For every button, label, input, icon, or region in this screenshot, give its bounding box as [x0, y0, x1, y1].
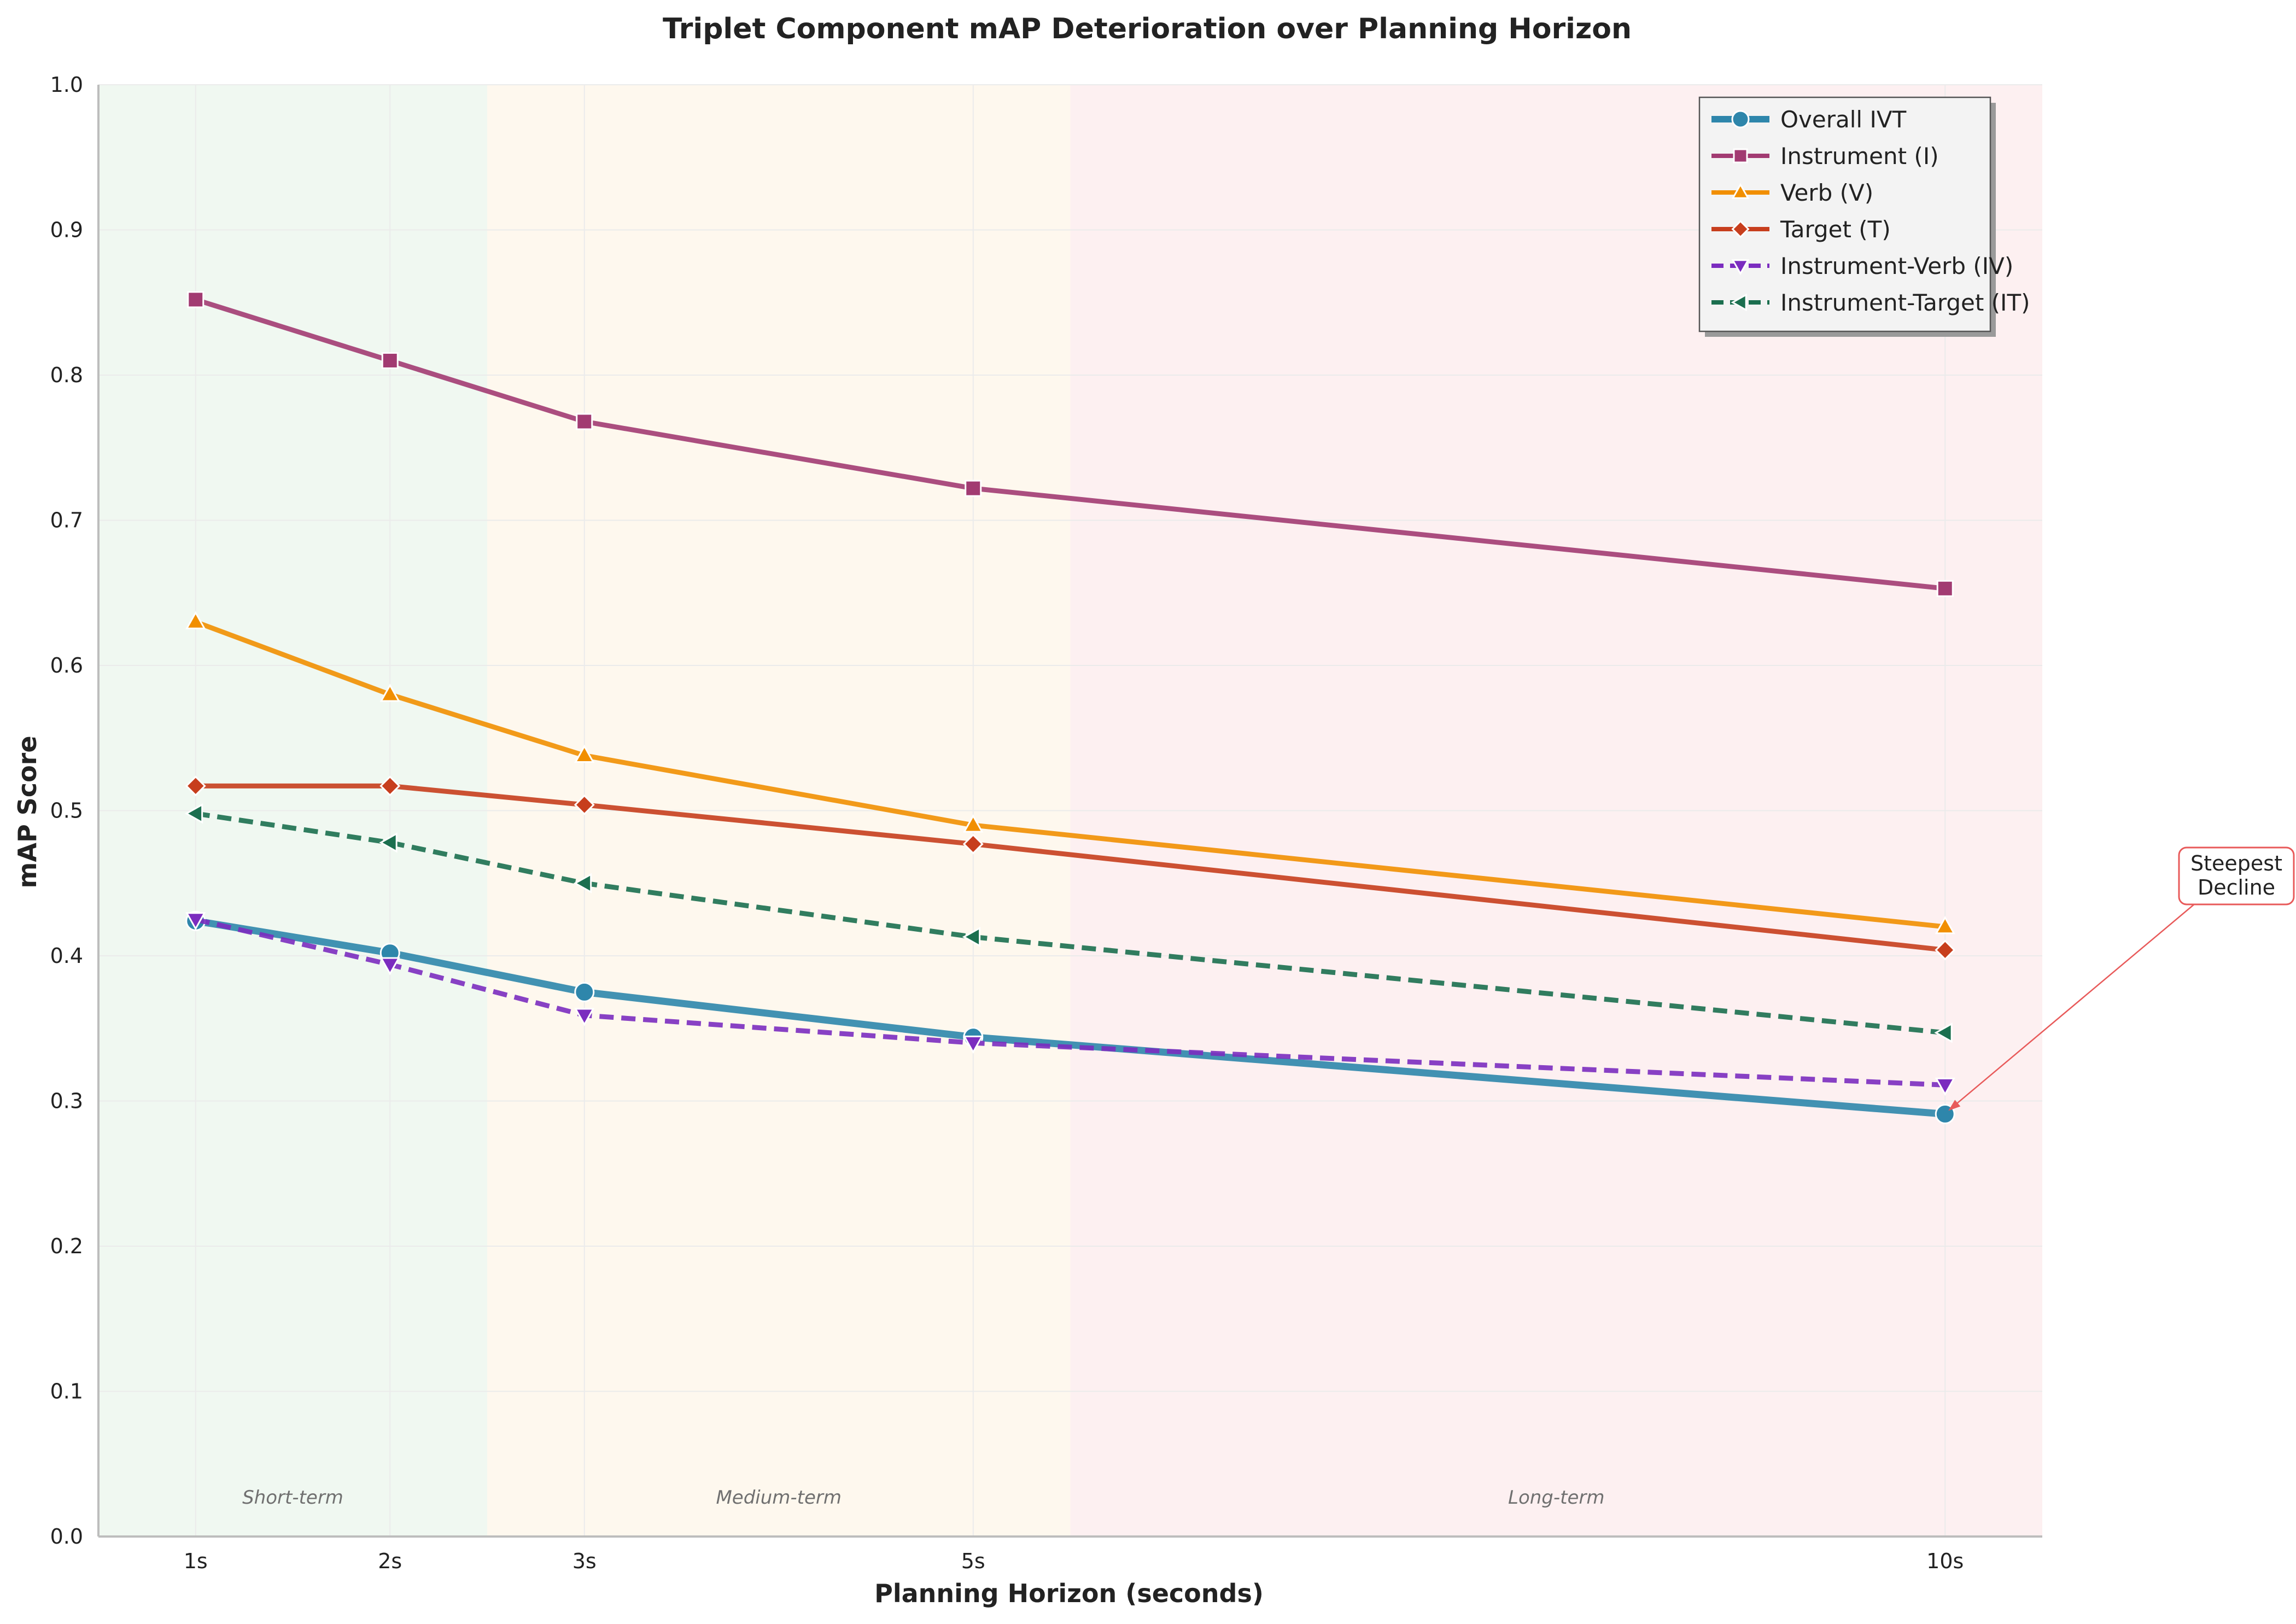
y-tick-label: 0.2 [50, 1234, 83, 1258]
data-point-target-t [1935, 939, 1956, 961]
legend-item-overall-ivt: Overall IVT [1711, 106, 1907, 133]
y-tick-label: 0.9 [50, 218, 83, 242]
y-tick-label: 1.0 [50, 73, 83, 97]
x-tick-label: 10s [1926, 1549, 1964, 1573]
x-tick-label: 2s [378, 1549, 402, 1573]
legend-item-verb-v: Verb (V) [1711, 179, 1873, 206]
annotation-text: Decline [2198, 875, 2275, 899]
legend-label: Verb (V) [1780, 179, 1873, 206]
legend-marker [1731, 259, 1750, 276]
annotation-box [2178, 846, 2295, 906]
legend-marker [1731, 293, 1747, 312]
data-point-instrument-verb-iv [574, 1008, 595, 1026]
data-point-instrument-target-it [962, 926, 981, 948]
data-point-instrument-i [381, 352, 399, 369]
legend-marker [1731, 220, 1750, 238]
region-label-long-term: Long-term [1508, 1487, 1605, 1509]
chart-title: Triplet Component mAP Deterioration over… [663, 13, 1632, 45]
legend: Overall IVT Instrument (I) Verb (V) Target … [1698, 96, 2030, 337]
y-tick-label: 0.8 [50, 363, 83, 387]
data-point-instrument-verb-iv [963, 1035, 984, 1054]
series-verb-v [185, 611, 1955, 934]
series-target-t [185, 775, 1956, 961]
legend-item-instrument-target-it: Instrument-Target (IT) [1711, 289, 2030, 316]
data-point-instrument-target-it [573, 873, 592, 893]
legend-item-instrument-verb-iv: Instrument-Verb (IV) [1711, 253, 2013, 279]
data-point-instrument-target-it [184, 803, 203, 824]
y-tick-label: 0.0 [50, 1524, 83, 1549]
series-instrument-i [187, 291, 1954, 597]
y-axis-label: mAP Score [13, 735, 42, 888]
data-point-verb-v [963, 814, 984, 833]
x-axis-label: Planning Horizon (seconds) [874, 1579, 1264, 1608]
legend-box [1698, 96, 1991, 332]
legend-marker [1731, 110, 1750, 128]
data-point-instrument-i [965, 480, 982, 497]
data-point-verb-v [574, 744, 595, 763]
data-point-instrument-verb-iv [379, 957, 400, 975]
y-tick-label: 0.1 [50, 1380, 83, 1404]
legend-item-target-t: Target (T) [1711, 216, 1891, 243]
data-point-target-t [379, 775, 401, 797]
data-point-instrument-target-it [379, 832, 398, 853]
legend-label: Instrument-Target (IT) [1780, 289, 2030, 316]
y-tick-label: 0.5 [50, 799, 83, 823]
annotation-arrow [1949, 903, 2196, 1111]
y-tick-label: 0.6 [50, 653, 83, 677]
y-tick-label: 0.7 [50, 509, 83, 533]
x-tick-label: 3s [572, 1549, 597, 1573]
legend-label: Instrument-Verb (IV) [1780, 253, 2013, 279]
x-tick-label: 1s [184, 1549, 208, 1573]
legend-label: Instrument (I) [1780, 143, 1939, 170]
y-tick-label: 0.4 [50, 944, 83, 968]
data-point-instrument-i [576, 413, 593, 430]
legend-item-instrument-i: Instrument (I) [1711, 143, 1939, 170]
legend-marker [1733, 148, 1748, 163]
region-label-medium-term: Medium-term [716, 1487, 842, 1509]
data-point-instrument-i [187, 291, 205, 308]
data-point-target-t [185, 775, 206, 797]
data-point-target-t [962, 833, 984, 855]
data-point-verb-v [185, 611, 206, 629]
legend-marker [1731, 183, 1750, 199]
legend-label: Target (T) [1780, 216, 1891, 243]
x-tick-label: 5s [961, 1549, 985, 1573]
data-series [184, 291, 1956, 1124]
data-point-instrument-target-it [1934, 1023, 1953, 1043]
data-point-overall-ivt [574, 982, 595, 1002]
data-point-target-t [574, 794, 595, 815]
series-instrument-target-it [184, 803, 1953, 1043]
legend-label: Overall IVT [1780, 106, 1907, 133]
series-instrument-verb-iv [185, 912, 1955, 1096]
data-point-instrument-i [1936, 580, 1954, 597]
axes: 0.0 0.1 0.2 0.3 0.4 0.5 0.6 0.7 0.8 0.9 1.0 1s 2s 3s 5… [50, 73, 2042, 1573]
data-point-verb-v [379, 684, 400, 702]
data-point-verb-v [1935, 916, 1955, 934]
y-tick-label: 0.3 [50, 1089, 83, 1113]
annotation-arrowhead [1948, 1100, 1961, 1111]
annotation-text: Steepest [2190, 851, 2282, 875]
data-point-instrument-verb-iv [185, 912, 206, 931]
region-label-short-term: Short-term [242, 1487, 343, 1509]
data-point-instrument-verb-iv [1935, 1077, 1955, 1096]
